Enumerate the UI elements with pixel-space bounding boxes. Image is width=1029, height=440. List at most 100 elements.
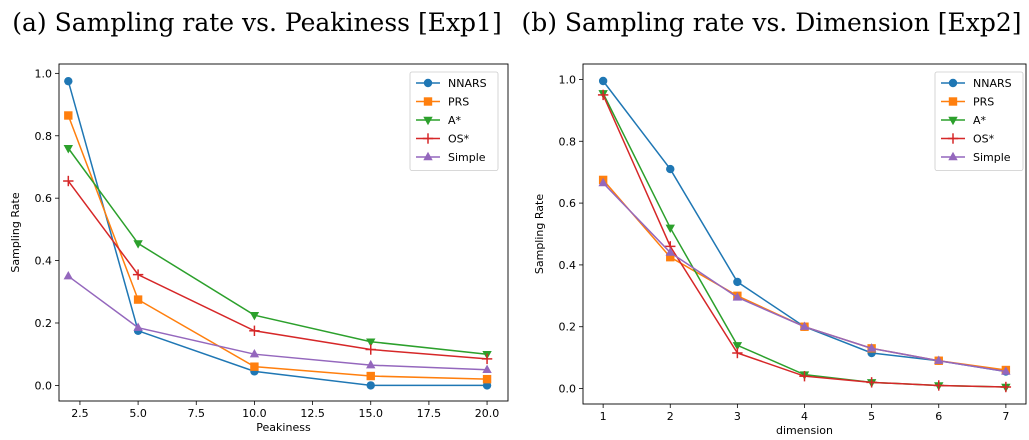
data-point-a bbox=[133, 240, 143, 249]
plot-frame-a bbox=[58, 63, 509, 402]
legend-label-a: A* bbox=[448, 114, 462, 127]
x-tick-label: 12.5 bbox=[300, 407, 325, 420]
x-tick-label: 5 bbox=[868, 410, 875, 423]
y-axis-label: Sampling Rate bbox=[9, 192, 22, 272]
data-point-simple bbox=[133, 322, 143, 331]
legend-label-simple: Simple bbox=[448, 151, 486, 164]
data-point-os bbox=[799, 370, 810, 382]
data-point-nnars bbox=[666, 164, 675, 174]
legend-label-os: OS* bbox=[973, 133, 995, 146]
y-tick-label: 0.6 bbox=[559, 197, 577, 210]
data-point-os bbox=[1000, 381, 1012, 393]
data-point-nnars bbox=[64, 76, 73, 86]
y-tick-label: 0.0 bbox=[559, 383, 577, 396]
data-point-prs bbox=[482, 374, 492, 384]
legend-marker-os bbox=[422, 133, 434, 144]
y-tick-label: 1.0 bbox=[35, 67, 53, 80]
y-tick-label: 0.8 bbox=[35, 130, 53, 143]
legend-box bbox=[934, 71, 1024, 171]
x-axis-label: dimension bbox=[776, 424, 833, 437]
data-point-prs bbox=[666, 252, 675, 262]
data-point-os bbox=[933, 380, 944, 391]
legend-marker-simple bbox=[948, 151, 958, 161]
x-tick-label: 5.0 bbox=[129, 407, 147, 420]
legend-marker-os bbox=[947, 133, 959, 144]
legend-label-nnars: NNARS bbox=[973, 77, 1012, 90]
chart-b: 1 2 3 4 5 6 7 0.0 0.2 0.4 0.6 0.8 1.0 dimension Sampli… bbox=[533, 63, 1027, 437]
data-point-os bbox=[249, 325, 260, 336]
data-point-simple bbox=[799, 321, 810, 330]
data-point-simple bbox=[482, 364, 492, 373]
legend-marker-a bbox=[948, 116, 958, 126]
data-point-a bbox=[732, 342, 743, 351]
data-point-simple bbox=[366, 359, 376, 369]
x-tick-label: 15.0 bbox=[358, 407, 383, 420]
y-tick-label: 0.2 bbox=[35, 317, 53, 330]
data-point-nnars bbox=[733, 277, 742, 287]
data-point-a bbox=[249, 311, 260, 321]
y-tick-label: 0.6 bbox=[35, 192, 53, 205]
data-point-simple bbox=[1001, 366, 1011, 375]
y-tick-label: 0.8 bbox=[559, 135, 577, 148]
y-tick-label: 0.2 bbox=[559, 321, 577, 334]
legend-marker-nnars bbox=[948, 78, 958, 88]
data-point-prs bbox=[366, 371, 375, 381]
x-tick-label: 7 bbox=[1002, 410, 1009, 423]
legend-label-nnars: NNARS bbox=[448, 77, 487, 90]
data-point-os bbox=[597, 89, 609, 101]
data-point-simple bbox=[63, 270, 74, 280]
legend-label-a: A* bbox=[973, 114, 987, 127]
x-tick-label: 6 bbox=[935, 410, 942, 423]
legend-marker-prs bbox=[423, 97, 433, 106]
legend-label-simple: Simple bbox=[973, 151, 1011, 164]
legend-box bbox=[409, 71, 499, 171]
data-point-nnars bbox=[598, 76, 608, 86]
data-point-simple bbox=[598, 177, 608, 187]
x-tick-label: 7.5 bbox=[188, 407, 206, 420]
data-point-prs bbox=[64, 111, 73, 120]
x-tick-label: 2.5 bbox=[71, 407, 89, 420]
legend-marker-prs bbox=[948, 97, 958, 106]
data-point-os bbox=[481, 353, 493, 365]
data-point-a bbox=[366, 338, 376, 347]
data-point-os bbox=[866, 377, 877, 388]
x-tick-label: 1 bbox=[600, 410, 607, 423]
x-tick-label: 17.5 bbox=[417, 407, 442, 420]
legend-label-prs: PRS bbox=[448, 96, 469, 109]
data-point-nnars bbox=[366, 381, 375, 390]
chart-title-b: (b) Sampling rate vs. Dimension [Exp2] bbox=[521, 8, 1022, 37]
series-line-os bbox=[67, 180, 488, 360]
x-tick-label: 4 bbox=[801, 410, 808, 423]
legend-marker-a bbox=[423, 116, 433, 126]
x-tick-label: 3 bbox=[734, 410, 741, 423]
legend-marker-simple bbox=[423, 151, 433, 161]
x-tick-label: 10.0 bbox=[242, 407, 267, 420]
data-point-os bbox=[732, 347, 743, 359]
series-line-prs bbox=[602, 179, 1006, 371]
data-point-a bbox=[63, 145, 74, 154]
y-tick-label: 0.0 bbox=[35, 379, 53, 392]
y-axis-label: Sampling Rate bbox=[533, 194, 546, 274]
data-point-simple bbox=[249, 348, 260, 358]
x-axis-label: Peakiness bbox=[256, 421, 311, 434]
legend-marker-nnars bbox=[423, 78, 433, 88]
y-tick-label: 0.4 bbox=[35, 255, 53, 268]
data-point-simple bbox=[732, 292, 743, 301]
data-point-prs bbox=[250, 362, 259, 371]
series-line-simple bbox=[602, 182, 1006, 373]
data-point-a bbox=[665, 224, 675, 234]
y-tick-label: 1.0 bbox=[559, 73, 577, 86]
legend-label-prs: PRS bbox=[973, 96, 994, 109]
data-point-os bbox=[63, 175, 74, 187]
data-point-prs bbox=[133, 295, 143, 304]
data-point-simple bbox=[665, 247, 675, 256]
series-line-simple bbox=[67, 275, 488, 371]
legend-label-os: OS* bbox=[448, 133, 470, 146]
y-tick-label: 0.4 bbox=[559, 259, 577, 272]
data-point-os bbox=[132, 269, 144, 280]
data-point-os bbox=[365, 344, 376, 355]
data-point-simple bbox=[866, 343, 877, 352]
chart-a: 2.5 5.0 7.5 10.0 12.5 15.0 17.5 20.0 0.0 0.2 0.4 0.… bbox=[9, 63, 509, 434]
x-tick-label: 2 bbox=[667, 410, 674, 423]
chart-panel-b: (b) Sampling rate vs. Dimension [Exp2] 1… bbox=[514, 0, 1029, 440]
